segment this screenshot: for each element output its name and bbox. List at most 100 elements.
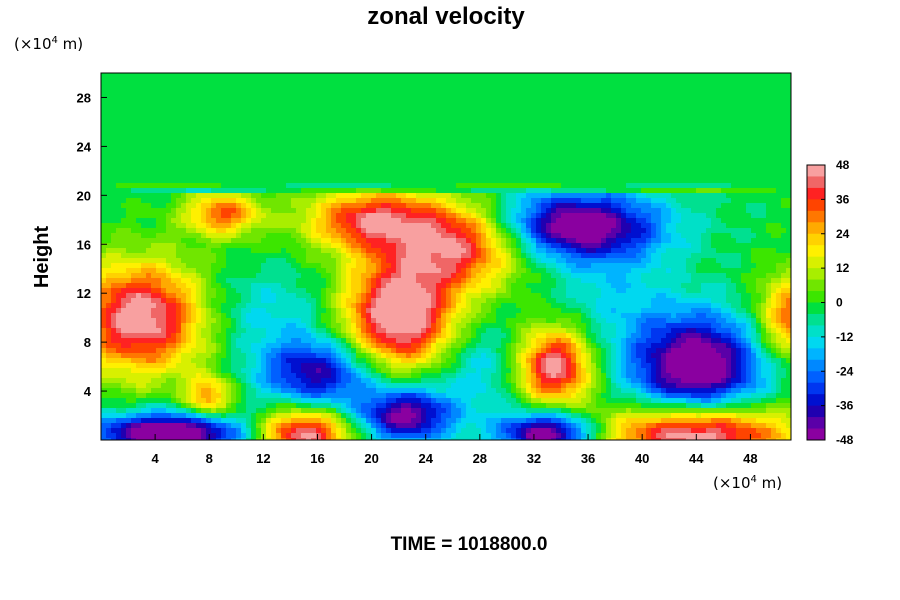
heatmap-cell — [101, 218, 107, 224]
heatmap-cell — [226, 173, 232, 179]
heatmap-cell — [201, 78, 207, 84]
heatmap-cell — [511, 138, 517, 144]
heatmap-cell — [281, 173, 287, 179]
heatmap-cell — [301, 188, 307, 194]
heatmap-cell — [151, 163, 157, 169]
heatmap-cell — [541, 93, 547, 99]
heatmap-cell — [176, 198, 182, 204]
heatmap-cell — [451, 193, 457, 199]
heatmap-cell — [686, 248, 692, 254]
heatmap-cell — [386, 118, 392, 124]
heatmap-cell — [226, 253, 232, 259]
heatmap-cell — [306, 188, 312, 194]
heatmap-cell — [771, 73, 777, 79]
heatmap-cell — [716, 93, 722, 99]
heatmap-cell — [511, 73, 517, 79]
heatmap-cell — [576, 123, 582, 129]
heatmap-cell — [376, 118, 382, 124]
heatmap-cell — [586, 143, 592, 149]
heatmap-cell — [506, 193, 512, 199]
heatmap-cell — [661, 173, 667, 179]
heatmap-cell — [541, 113, 547, 119]
heatmap-cell — [381, 113, 387, 119]
heatmap-cell — [101, 213, 107, 219]
heatmap-cell — [111, 113, 117, 119]
heatmap-cell — [626, 133, 632, 139]
heatmap-cell — [606, 143, 612, 149]
heatmap-cell — [561, 73, 567, 79]
heatmap-cell — [731, 123, 737, 129]
heatmap-cell — [471, 188, 477, 194]
heatmap-cell — [626, 193, 632, 199]
heatmap-cell — [756, 138, 762, 144]
heatmap-cell — [256, 73, 262, 79]
heatmap-cell — [431, 198, 437, 204]
heatmap-cell — [276, 143, 282, 149]
heatmap-cell — [361, 148, 367, 154]
heatmap-cell — [386, 98, 392, 104]
heatmap-cell — [286, 178, 292, 184]
heatmap-cell — [166, 243, 172, 249]
heatmap-cell — [456, 133, 462, 139]
heatmap-cell — [326, 93, 332, 99]
heatmap-cell — [136, 168, 142, 174]
heatmap-cell — [176, 123, 182, 129]
heatmap-cell — [731, 78, 737, 84]
heatmap-cell — [351, 183, 357, 189]
heatmap-cell — [651, 223, 657, 229]
heatmap-cell — [131, 118, 137, 124]
heatmap-cell — [776, 128, 782, 134]
heatmap-cell — [746, 73, 752, 79]
heatmap-cell — [456, 168, 462, 174]
heatmap-cell — [141, 83, 147, 89]
heatmap-cell — [161, 183, 167, 189]
heatmap-cell — [656, 228, 662, 234]
heatmap-cell — [306, 133, 312, 139]
heatmap-cell — [786, 218, 791, 224]
heatmap-cell — [101, 243, 107, 249]
heatmap-cell — [521, 228, 527, 234]
heatmap-cell — [346, 88, 352, 94]
heatmap-cell — [481, 223, 487, 229]
heatmap-cell — [396, 183, 402, 189]
heatmap-cell — [676, 218, 682, 224]
heatmap-cell — [386, 183, 392, 189]
heatmap-cell — [151, 168, 157, 174]
heatmap-cell — [651, 148, 657, 154]
heatmap-cell — [361, 103, 367, 109]
heatmap-cell — [351, 248, 357, 254]
heatmap-cell — [316, 178, 322, 184]
heatmap-cell — [106, 173, 112, 179]
heatmap-cell — [176, 118, 182, 124]
heatmap-cell — [596, 113, 602, 119]
heatmap-cell — [731, 103, 737, 109]
heatmap-cell — [556, 243, 562, 249]
heatmap-cell — [456, 238, 462, 244]
heatmap-cell — [501, 98, 507, 104]
heatmap-cell — [416, 118, 422, 124]
heatmap-cell — [491, 238, 497, 244]
heatmap-cell — [151, 103, 157, 109]
heatmap-cell — [541, 83, 547, 89]
heatmap-cell — [431, 108, 437, 114]
heatmap-cell — [761, 118, 767, 124]
heatmap-cell — [636, 88, 642, 94]
heatmap-cell — [446, 193, 452, 199]
heatmap-cell — [396, 213, 402, 219]
heatmap-cell — [666, 213, 672, 219]
heatmap-cell — [241, 173, 247, 179]
heatmap-cell — [476, 138, 482, 144]
heatmap-cell — [771, 168, 777, 174]
heatmap-cell — [496, 178, 502, 184]
heatmap-cell — [281, 123, 287, 129]
heatmap-cell — [151, 203, 157, 209]
heatmap-cell — [301, 183, 307, 189]
heatmap-cell — [221, 238, 227, 244]
heatmap-cell — [636, 158, 642, 164]
heatmap-cell — [411, 248, 417, 254]
heatmap-cell — [701, 158, 707, 164]
heatmap-cell — [616, 233, 622, 239]
heatmap-cell — [461, 163, 467, 169]
heatmap-cell — [311, 158, 317, 164]
heatmap-cell — [116, 208, 122, 214]
